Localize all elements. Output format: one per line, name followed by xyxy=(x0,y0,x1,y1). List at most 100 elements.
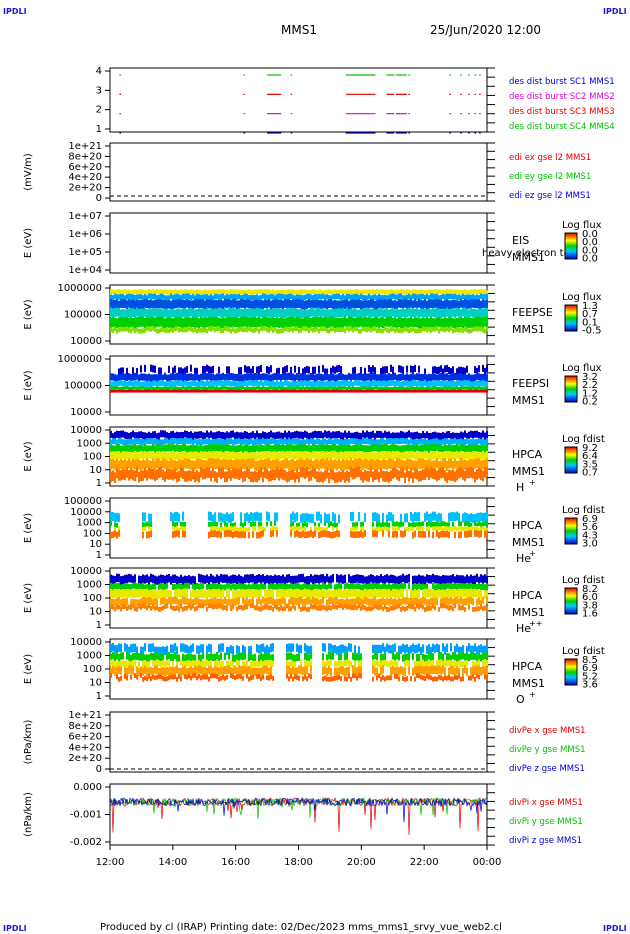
spectrogram-cell-hpca_he xyxy=(466,513,468,523)
panel-frame-edi xyxy=(109,142,488,202)
spectrogram-cell-feepse xyxy=(464,298,466,308)
spectrogram-cell-feepsi xyxy=(120,373,122,381)
spectrogram-cell-hpca_h xyxy=(132,452,134,460)
spectrogram-cell-hpca_hepp xyxy=(182,606,184,612)
spectrogram-cell-hpca_hepp xyxy=(380,574,382,583)
spectrogram-cell-hpca_h xyxy=(148,445,150,453)
spectrogram-cell-feepse xyxy=(414,289,416,295)
spectrogram-cell-hpca_h xyxy=(362,445,364,453)
spectrogram-cell-hpca_hepp xyxy=(126,598,128,606)
spectrogram-cell-hpca_h xyxy=(486,445,488,453)
spectrogram-cell-hpca_h xyxy=(124,431,126,439)
spectrogram-cell-feepse xyxy=(486,316,488,327)
spectrogram-cell-feepse xyxy=(286,317,288,328)
spectrogram-cell-hpca_h xyxy=(292,452,294,461)
spectrogram-cell-feepse xyxy=(262,289,264,295)
spectrogram-cell-hpca_hepp xyxy=(146,588,148,598)
spectrogram-cell-hpca_hepp xyxy=(166,589,168,598)
spectrogram-cell-hpca_hepp xyxy=(180,583,182,590)
spectrogram-cell-hpca_h xyxy=(378,471,380,483)
spectrogram-cell-hpca_h xyxy=(360,432,362,440)
spectrogram-cell-feepse xyxy=(392,307,394,317)
spectrogram-cell-feepse xyxy=(300,289,302,295)
spectrogram-cell-hpca_h xyxy=(194,471,196,483)
spectrogram-cell-feepsi xyxy=(214,380,216,387)
colorbar-tick-label: 6.9 xyxy=(582,514,598,525)
spectrogram-cell-hpca_hepp xyxy=(326,573,328,583)
spectrogram-cell-feepsi xyxy=(486,381,488,388)
spectrogram-cell-feepsi xyxy=(272,380,274,387)
spectrogram-cell-hpca_he xyxy=(448,522,450,528)
spectrogram-cell-hpca_o xyxy=(146,676,148,682)
spectrogram-cell-feepse xyxy=(164,308,166,318)
spectrogram-cell-feepse xyxy=(402,308,404,317)
spectrogram-cell-feepsi xyxy=(448,380,450,387)
spectrogram-cell-hpca_h xyxy=(412,450,414,459)
spectrogram-cell-feepsi xyxy=(176,386,178,390)
spectrogram-cell-feepse xyxy=(268,308,270,318)
spectrogram-cell-hpca_o xyxy=(148,654,150,662)
spectrogram-cell-feepse xyxy=(110,289,112,295)
spectrogram-cell-hpca_hepp xyxy=(194,606,196,612)
spectrogram-cell-feepsi xyxy=(380,374,382,382)
spectrogram-cell-feepsi xyxy=(278,386,280,390)
spectrogram-cell-hpca_he xyxy=(460,521,462,527)
spectrogram-cell-feepsi xyxy=(246,366,248,374)
panel-frame-eis xyxy=(109,212,488,274)
spectrogram-cell-hpca_h xyxy=(364,445,366,453)
spectrogram-cell-feepsi xyxy=(228,386,230,390)
spectrogram-cell-hpca_he xyxy=(296,526,298,531)
spectrogram-cell-hpca_hepp xyxy=(260,583,262,590)
spectrogram-cell-feepsi xyxy=(470,381,472,388)
spectrogram-cell-feepse xyxy=(362,289,364,295)
spectrogram-cell-hpca_h xyxy=(204,468,206,480)
spectrogram-cell-hpca_h xyxy=(168,460,170,471)
spectrogram-cell-hpca_h xyxy=(226,452,228,460)
spectrogram-cell-hpca_he xyxy=(272,530,274,537)
spectrogram-cell-hpca_h xyxy=(146,438,148,444)
spectrogram-cell-hpca_hepp xyxy=(444,584,446,591)
spectrogram-cell-feepsi xyxy=(252,386,254,390)
spectrogram-cell-hpca_hepp xyxy=(180,599,182,607)
spectrogram-cell-hpca_he xyxy=(432,531,434,539)
spectrogram-cell-feepse xyxy=(400,328,402,333)
spectrogram-cell-feepse xyxy=(252,308,254,318)
spectrogram-cell-hpca_hepp xyxy=(476,589,478,598)
spectrogram-cell-hpca_h xyxy=(206,430,208,438)
spectrogram-cell-hpca_h xyxy=(234,438,236,445)
spectrogram-cell-hpca_hepp xyxy=(140,598,142,606)
spectrogram-cell-hpca_h xyxy=(120,438,122,445)
spectrogram-cell-feepse xyxy=(452,294,454,300)
spectrogram-cell-hpca_h xyxy=(408,458,410,469)
spectrogram-cell-hpca_o xyxy=(190,660,192,667)
spectrogram-cell-hpca_o xyxy=(208,665,210,675)
spectrogram-cell-hpca_hepp xyxy=(422,596,424,604)
spectrogram-cell-hpca_he xyxy=(400,530,402,537)
spectrogram-cell-hpca_hepp xyxy=(216,589,218,598)
spectrogram-cell-hpca_o xyxy=(110,667,112,676)
spectrogram-cell-feepsi xyxy=(336,374,338,382)
spectrogram-cell-feepsi xyxy=(122,367,124,375)
spectrogram-cell-feepsi xyxy=(140,381,142,388)
spectrogram-cell-hpca_h xyxy=(366,452,368,461)
spectrogram-cell-hpca_hepp xyxy=(234,598,236,606)
spectrogram-cell-feepse xyxy=(260,289,262,295)
colorbar-tick-label: 6.4 xyxy=(582,451,598,462)
spectrogram-cell-feepse xyxy=(290,326,292,332)
spectrogram-cell-feepse xyxy=(458,317,460,328)
spectrogram-cell-hpca_o xyxy=(204,674,206,680)
spectrogram-cell-hpca_h xyxy=(236,452,238,460)
spectrogram-cell-feepsi xyxy=(314,389,316,393)
spectrogram-cell-hpca_h xyxy=(446,451,448,459)
spectrogram-cell-hpca_hepp xyxy=(254,583,256,590)
spectrogram-cell-feepsi xyxy=(206,364,208,372)
spectrogram-cell-hpca_hepp xyxy=(376,583,378,590)
spectrogram-cell-hpca_hepp xyxy=(232,590,234,599)
spectrogram-cell-hpca_o xyxy=(118,661,120,668)
spectrogram-cell-hpca_he xyxy=(470,526,472,531)
spectrogram-cell-feepsi xyxy=(454,389,456,393)
spectrogram-cell-hpca_h xyxy=(196,445,198,453)
spectrogram-cell-feepse xyxy=(180,299,182,309)
spectrogram-cell-hpca_h xyxy=(274,469,276,481)
